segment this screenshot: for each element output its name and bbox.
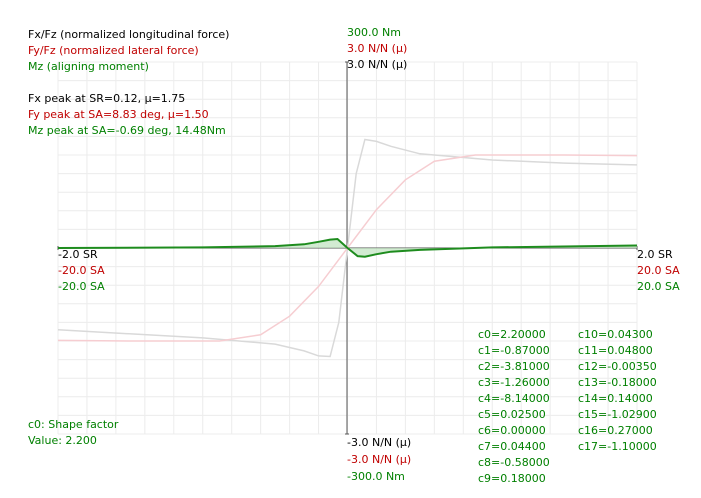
y-tick-label: -3.0 N/N (μ)	[347, 436, 411, 449]
parameter: c15=-1.02900	[578, 408, 657, 421]
parameter: c2=-3.81000	[478, 360, 550, 373]
x-tick-label: 20.0 SA	[637, 264, 680, 277]
annotation: Fy peak at SA=8.83 deg, μ=1.50	[28, 108, 209, 121]
parameter: c16=0.27000	[578, 424, 653, 437]
y-tick-label: -300.0 Nm	[347, 470, 405, 483]
x-tick-label: -2.0 SR	[58, 248, 98, 261]
parameter: c4=-8.14000	[478, 392, 550, 405]
series-line	[57, 138, 638, 358]
parameter: c8=-0.58000	[478, 456, 550, 469]
parameter: c0=2.20000	[478, 328, 546, 341]
status: Value: 2.200	[28, 434, 97, 447]
parameter: c17=-1.10000	[578, 440, 657, 453]
status: c0: Shape factor	[28, 418, 119, 431]
parameter: c12=-0.00350	[578, 360, 657, 373]
parameter: c11=0.04800	[578, 344, 653, 357]
parameter: c3=-1.26000	[478, 376, 550, 389]
x-tick-label: -20.0 SA	[58, 280, 105, 293]
legend-entry: Fx/Fz (normalized longitudinal force)	[28, 28, 229, 41]
parameter: c5=0.02500	[478, 408, 546, 421]
legend-entry: Mz (aligning moment)	[28, 60, 149, 73]
parameter: c7=0.04400	[478, 440, 546, 453]
annotation: Fx peak at SR=0.12, μ=1.75	[28, 92, 185, 105]
y-tick-label: 300.0 Nm	[347, 26, 401, 39]
x-tick-label: 2.0 SR	[637, 248, 673, 261]
parameter: c6=0.00000	[478, 424, 546, 437]
parameter: c13=-0.18000	[578, 376, 657, 389]
parameter: c9=0.18000	[478, 472, 546, 485]
annotation: Mz peak at SA=-0.69 deg, 14.48Nm	[28, 124, 226, 137]
y-tick-label: -3.0 N/N (μ)	[347, 453, 411, 466]
parameter: c14=0.14000	[578, 392, 653, 405]
parameter: c10=0.04300	[578, 328, 653, 341]
legend-entry: Fy/Fz (normalized lateral force)	[28, 44, 199, 57]
y-tick-label: 3.0 N/N (μ)	[347, 58, 407, 71]
series-line	[57, 237, 638, 258]
parameter: c1=-0.87000	[478, 344, 550, 357]
x-tick-label: 20.0 SA	[637, 280, 680, 293]
y-tick-label: 3.0 N/N (μ)	[347, 42, 407, 55]
x-tick-label: -20.0 SA	[58, 264, 105, 277]
